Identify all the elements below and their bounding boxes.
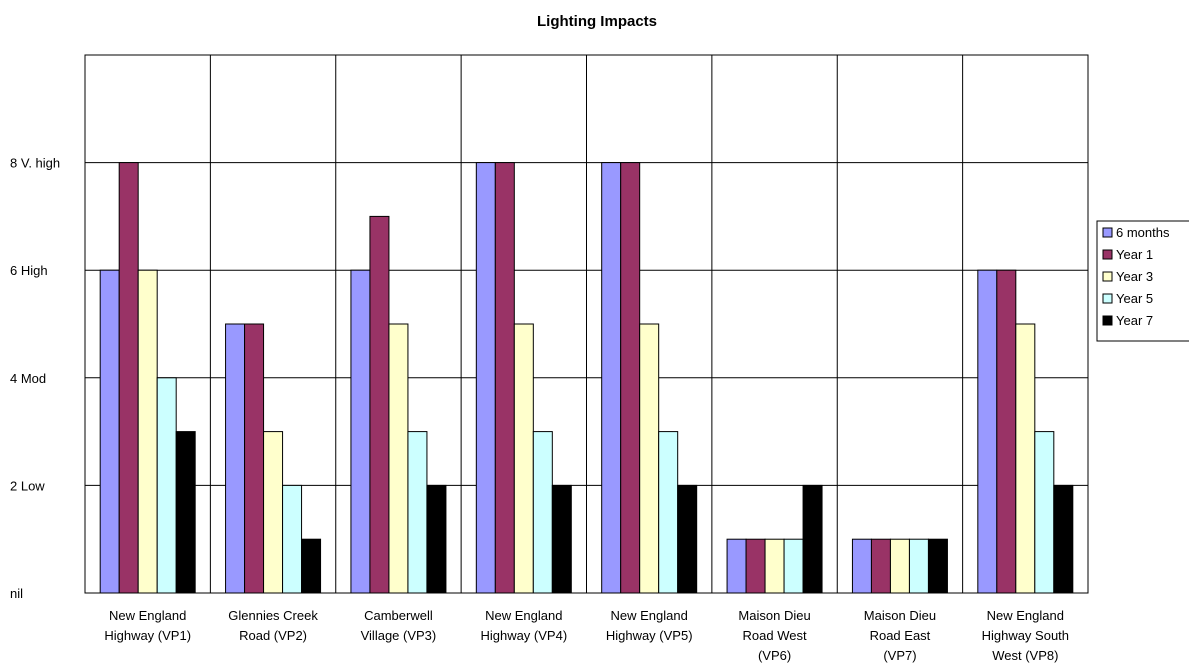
bar (677, 484, 698, 594)
bar (658, 431, 679, 594)
bar (996, 269, 1017, 594)
x-tick-label: Glennies Creek Road (VP2) (228, 608, 318, 643)
legend-swatch (1102, 227, 1113, 238)
bars (99, 162, 1074, 594)
bar (225, 323, 246, 594)
bar (156, 377, 177, 594)
bar (870, 538, 891, 594)
bar (1015, 323, 1036, 594)
legend: 6 months Year 1 Year 3 Year 5 Year 7 (1096, 220, 1189, 342)
bar (475, 162, 496, 594)
x-tick-label: Maison Dieu Road East (VP7) (864, 608, 936, 663)
y-tick-label: 8 V. high (10, 156, 60, 171)
y-axis-ticks: nil 2 Low 4 Mod 6 High 8 V. high (10, 156, 60, 601)
y-tick-label: 6 High (10, 263, 48, 278)
bar (369, 215, 390, 594)
bar (977, 269, 998, 594)
legend-label: Year 7 (1116, 313, 1153, 328)
bar (851, 538, 872, 594)
x-tick-label: New England Highway (VP5) (606, 608, 693, 643)
legend-label: Year 5 (1116, 291, 1153, 306)
bar (301, 538, 322, 594)
bar (802, 484, 823, 594)
bar (601, 162, 622, 594)
bar (1034, 431, 1055, 594)
bar (1053, 484, 1074, 594)
legend-swatch (1102, 249, 1113, 260)
bar (137, 269, 158, 594)
category-dividers (209, 55, 964, 593)
x-tick-label: Camberwell Village (VP3) (361, 608, 437, 643)
bar (282, 484, 303, 594)
bar (620, 162, 641, 594)
x-tick-label: New England Highway (VP4) (480, 608, 567, 643)
y-tick-label: nil (10, 586, 23, 601)
bar (407, 431, 428, 594)
x-tick-label: Maison Dieu Road West (VP6) (738, 608, 810, 663)
legend-label: Year 1 (1116, 247, 1153, 262)
bar (118, 162, 139, 594)
bar (244, 323, 265, 594)
bar (927, 538, 948, 594)
bar (726, 538, 747, 594)
x-tick-label: New England Highway South West (VP8) (982, 608, 1069, 663)
bar (175, 431, 196, 594)
bar (426, 484, 447, 594)
legend-swatch (1102, 315, 1113, 326)
legend-label: Year 3 (1116, 269, 1153, 284)
legend-swatch (1102, 293, 1113, 304)
bar (263, 431, 284, 594)
bar (532, 431, 553, 594)
legend-label: 6 months (1116, 225, 1170, 240)
bar (908, 538, 929, 594)
bar (745, 538, 766, 594)
x-tick-label: New England Highway (VP1) (104, 608, 191, 643)
bar (764, 538, 785, 594)
legend-swatch (1102, 271, 1113, 282)
x-axis-ticks: New England Highway (VP1) Glennies Creek Ro… (104, 608, 1069, 663)
bar (889, 538, 910, 594)
chart-title: Lighting Impacts (537, 13, 657, 30)
bar (551, 484, 572, 594)
bar (513, 323, 534, 594)
y-tick-label: 2 Low (10, 478, 45, 493)
y-tick-label: 4 Mod (10, 371, 46, 386)
bar (350, 269, 371, 594)
bar (639, 323, 660, 594)
bar (388, 323, 409, 594)
bar (494, 162, 515, 594)
bar (783, 538, 804, 594)
bar (99, 269, 120, 594)
plot-frame (84, 54, 1089, 594)
